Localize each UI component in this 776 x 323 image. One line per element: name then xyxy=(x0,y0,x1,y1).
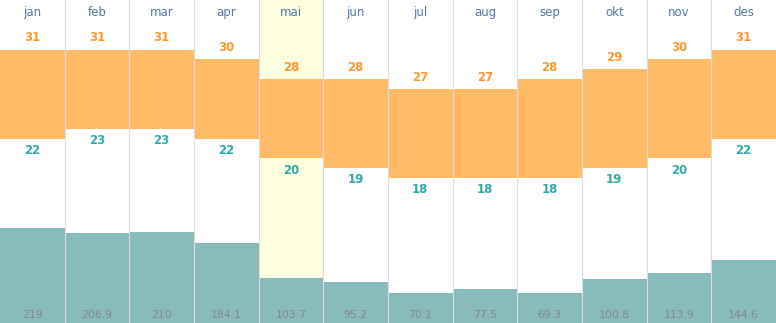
Text: 31: 31 xyxy=(154,31,170,44)
Bar xyxy=(518,293,582,323)
Text: 31: 31 xyxy=(89,31,105,44)
Bar xyxy=(64,233,130,323)
Bar xyxy=(646,274,712,323)
Bar xyxy=(582,0,646,323)
Text: 18: 18 xyxy=(542,183,558,196)
Text: 100.8: 100.8 xyxy=(599,310,630,320)
Text: 23: 23 xyxy=(89,134,105,147)
Text: 22: 22 xyxy=(736,144,752,157)
Bar xyxy=(130,232,194,323)
Bar xyxy=(452,89,518,178)
Text: 20: 20 xyxy=(671,163,687,177)
Bar xyxy=(712,49,776,139)
Bar xyxy=(518,0,582,323)
Text: 27: 27 xyxy=(477,71,493,84)
Text: 95.2: 95.2 xyxy=(344,310,368,320)
Bar xyxy=(194,243,258,323)
Bar xyxy=(130,0,194,323)
Text: des: des xyxy=(733,6,754,19)
Text: 31: 31 xyxy=(24,31,40,44)
Text: 184.1: 184.1 xyxy=(211,310,242,320)
Text: 27: 27 xyxy=(412,71,428,84)
Bar xyxy=(518,79,582,178)
Text: 20: 20 xyxy=(283,163,299,177)
Bar xyxy=(194,59,258,139)
Bar xyxy=(452,0,518,323)
Text: 31: 31 xyxy=(736,31,752,44)
Text: 144.6: 144.6 xyxy=(728,310,759,320)
Bar xyxy=(258,79,324,158)
Text: 28: 28 xyxy=(542,61,558,74)
Text: 113.9: 113.9 xyxy=(663,310,695,320)
Text: 18: 18 xyxy=(476,183,494,196)
Text: 29: 29 xyxy=(606,51,622,64)
Bar xyxy=(646,59,712,158)
Text: 69.3: 69.3 xyxy=(538,310,562,320)
Text: 22: 22 xyxy=(24,144,40,157)
Bar xyxy=(582,279,646,323)
Text: 28: 28 xyxy=(348,61,364,74)
Text: feb: feb xyxy=(88,6,106,19)
Bar xyxy=(388,0,452,323)
Text: 210: 210 xyxy=(151,310,172,320)
Text: 219: 219 xyxy=(22,310,43,320)
Bar xyxy=(130,49,194,129)
Text: 28: 28 xyxy=(282,61,300,74)
Text: jan: jan xyxy=(23,6,41,19)
Text: 19: 19 xyxy=(606,173,622,186)
Text: mar: mar xyxy=(150,6,174,19)
Bar xyxy=(0,49,64,139)
Bar xyxy=(64,49,130,129)
Text: 103.7: 103.7 xyxy=(275,310,307,320)
Text: 23: 23 xyxy=(154,134,170,147)
Text: okt: okt xyxy=(605,6,624,19)
Bar xyxy=(324,79,388,168)
Bar xyxy=(388,89,452,178)
Bar xyxy=(324,282,388,323)
Bar xyxy=(582,69,646,168)
Bar xyxy=(452,289,518,323)
Text: apr: apr xyxy=(217,6,236,19)
Text: 18: 18 xyxy=(412,183,428,196)
Text: sep: sep xyxy=(539,6,560,19)
Text: 19: 19 xyxy=(348,173,364,186)
Text: aug: aug xyxy=(474,6,496,19)
Text: jun: jun xyxy=(346,6,365,19)
Text: mai: mai xyxy=(280,6,302,19)
Text: 77.5: 77.5 xyxy=(473,310,497,320)
Bar xyxy=(64,0,130,323)
Bar xyxy=(0,0,64,323)
Text: 22: 22 xyxy=(218,144,234,157)
Bar xyxy=(258,278,324,323)
Bar xyxy=(324,0,388,323)
Text: jul: jul xyxy=(413,6,428,19)
Text: 30: 30 xyxy=(671,41,687,54)
Text: 70.1: 70.1 xyxy=(408,310,432,320)
Bar xyxy=(712,0,776,323)
Text: 30: 30 xyxy=(218,41,234,54)
Bar xyxy=(646,0,712,323)
Bar xyxy=(388,293,452,323)
Bar xyxy=(0,228,64,323)
Bar xyxy=(194,0,258,323)
Text: 206.9: 206.9 xyxy=(81,310,113,320)
Bar xyxy=(258,0,324,323)
Text: nov: nov xyxy=(668,6,690,19)
Bar xyxy=(712,260,776,323)
